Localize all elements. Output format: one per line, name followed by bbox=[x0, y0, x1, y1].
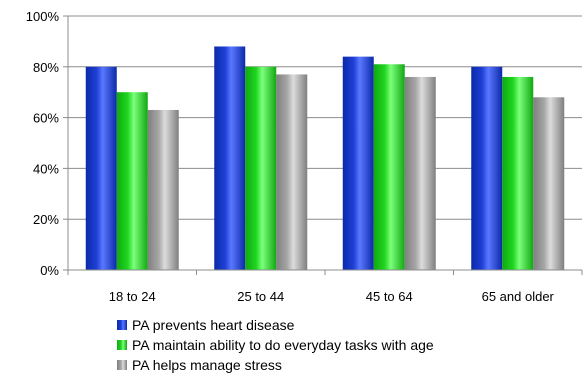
bars bbox=[85, 46, 565, 271]
legend-swatch-blue bbox=[117, 320, 127, 330]
x-tick-label: 18 to 24 bbox=[109, 289, 156, 304]
bar bbox=[245, 66, 277, 270]
bar bbox=[214, 46, 246, 271]
legend-swatch-green bbox=[117, 340, 127, 350]
bar bbox=[276, 74, 308, 270]
legend-item-stress: PA helps manage stress bbox=[117, 355, 434, 375]
x-tick-labels: 18 to 24 25 to 44 45 to 64 65 and older bbox=[109, 289, 555, 304]
bar bbox=[502, 76, 534, 271]
x-tick-label: 65 and older bbox=[482, 289, 555, 304]
y-tick-label: 0% bbox=[40, 263, 59, 278]
legend-item-everyday-tasks: PA maintain ability to do everyday tasks… bbox=[117, 335, 434, 355]
legend-label: PA helps manage stress bbox=[132, 357, 282, 373]
legend-label: PA prevents heart disease bbox=[132, 317, 295, 333]
y-tick-label: 40% bbox=[33, 161, 59, 176]
bar bbox=[533, 97, 565, 270]
bar bbox=[85, 66, 117, 270]
y-tick-label: 20% bbox=[33, 212, 59, 227]
legend-label: PA maintain ability to do everyday tasks… bbox=[132, 337, 434, 353]
bar bbox=[404, 76, 436, 271]
bar bbox=[373, 64, 405, 270]
legend-swatch-gray bbox=[117, 360, 127, 370]
bar bbox=[342, 56, 374, 270]
bar bbox=[116, 92, 148, 270]
bar bbox=[471, 66, 503, 270]
legend-item-heart-disease: PA prevents heart disease bbox=[117, 315, 434, 335]
y-tick-labels: 0% 20% 40% 60% 80% 100% bbox=[26, 9, 60, 278]
bar-chart: 0% 20% 40% 60% 80% 100% 18 to 24 25 to 44 45 to… bbox=[26, 9, 583, 304]
y-tick-label: 100% bbox=[26, 9, 60, 24]
y-tick-label: 80% bbox=[33, 60, 59, 75]
bar bbox=[147, 109, 179, 270]
y-tick-label: 60% bbox=[33, 111, 59, 126]
axes bbox=[63, 15, 583, 275]
legend: PA prevents heart disease PA maintain ab… bbox=[117, 315, 434, 375]
x-tick-label: 45 to 64 bbox=[366, 289, 413, 304]
x-tick-label: 25 to 44 bbox=[237, 289, 284, 304]
